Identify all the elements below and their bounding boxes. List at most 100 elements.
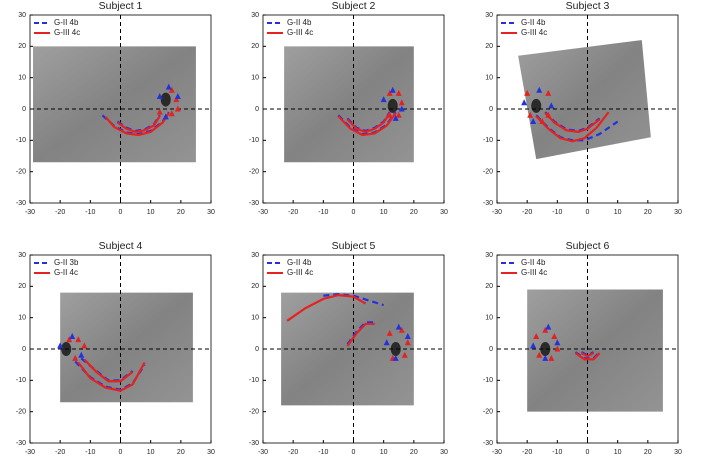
y-tick-label: -30 — [16, 200, 26, 207]
y-tick-label: 10 — [485, 75, 493, 82]
triangle-marker — [545, 111, 552, 118]
y-tick-label: 0 — [255, 346, 259, 353]
triangle-marker — [548, 354, 555, 361]
triangle-marker — [383, 339, 390, 346]
x-tick-label: -10 — [85, 209, 95, 216]
x-tick-label: 30 — [440, 449, 448, 456]
subplot: -30 -20 -10 0 10 20 30 -30 -20 -10 0 10 20 30 Subject … — [249, 240, 448, 456]
triangle-marker — [389, 86, 396, 93]
triangle-marker — [401, 351, 408, 358]
x-tick-label: -20 — [55, 209, 65, 216]
triangle-marker — [521, 99, 528, 106]
y-tick-label: -20 — [16, 169, 26, 176]
x-tick-label: -30 — [258, 209, 268, 216]
triangle-marker — [386, 329, 393, 336]
triangle-marker — [392, 114, 399, 121]
triangle-marker — [539, 118, 546, 125]
triangle-marker — [536, 351, 543, 358]
x-tick-label: -20 — [55, 449, 65, 456]
triangle-marker — [398, 99, 405, 106]
x-tick-label: 0 — [119, 209, 123, 216]
triangle-marker — [81, 342, 88, 349]
subplot: -30 -20 -10 0 10 20 30 -30 -20 -10 0 10 20 30 Subject … — [249, 0, 448, 216]
triangle-marker — [66, 336, 73, 343]
y-tick-label: 0 — [255, 106, 259, 113]
y-tick-label: 30 — [251, 12, 259, 19]
retina-image — [284, 46, 414, 163]
x-tick-label: 20 — [410, 209, 418, 216]
y-tick-label: -20 — [483, 409, 493, 416]
y-tick-label: 30 — [18, 12, 26, 19]
series-line — [535, 111, 610, 143]
x-tick-label: -20 — [288, 209, 298, 216]
legend-label: G-III 4c — [287, 28, 313, 37]
triangle-marker — [398, 105, 405, 112]
triangle-marker — [72, 354, 79, 361]
x-tick-label: -10 — [318, 449, 328, 456]
series-line — [104, 112, 170, 137]
triangle-marker — [524, 89, 531, 96]
x-tick-label: 10 — [380, 209, 388, 216]
x-tick-label: 30 — [207, 449, 215, 456]
y-tick-label: 30 — [485, 12, 493, 19]
y-tick-label: 20 — [251, 283, 259, 290]
triangle-marker — [545, 89, 552, 96]
x-tick-label: 30 — [440, 209, 448, 216]
legend-label: G-II 4b — [54, 18, 79, 27]
x-tick-label: 20 — [177, 209, 185, 216]
triangle-marker — [404, 339, 411, 346]
x-tick-label: 20 — [644, 209, 652, 216]
y-tick-label: 10 — [485, 315, 493, 322]
triangle-marker — [554, 345, 561, 352]
y-tick-label: -30 — [483, 440, 493, 447]
triangle-marker — [530, 118, 537, 125]
series-line — [77, 358, 146, 392]
legend-label: G-II 4c — [54, 268, 78, 277]
triangle-marker — [404, 332, 411, 339]
y-tick-label: -20 — [249, 409, 259, 416]
triangle-marker — [69, 332, 76, 339]
x-tick-label: 30 — [674, 449, 682, 456]
triangle-marker — [395, 323, 402, 330]
y-tick-label: -20 — [483, 169, 493, 176]
triangle-marker — [548, 102, 555, 109]
y-tick-label: 20 — [251, 43, 259, 50]
series-line — [286, 293, 375, 347]
y-tick-label: 10 — [18, 315, 26, 322]
legend-label: G-II 4b — [521, 258, 546, 267]
legend-label: G-II 4b — [287, 18, 312, 27]
x-tick-label: -20 — [522, 209, 532, 216]
x-tick-label: -30 — [492, 449, 502, 456]
optic-disc — [387, 98, 398, 113]
y-tick-label: 0 — [22, 106, 26, 113]
x-tick-label: -20 — [288, 449, 298, 456]
x-tick-label: 0 — [119, 449, 123, 456]
y-tick-label: -30 — [483, 200, 493, 207]
triangle-marker — [398, 326, 405, 333]
triangle-marker — [395, 89, 402, 96]
x-tick-label: 30 — [674, 209, 682, 216]
y-tick-label: -30 — [249, 200, 259, 207]
triangle-marker — [78, 351, 85, 358]
x-tick-label: 0 — [586, 209, 590, 216]
triangle-marker — [156, 108, 163, 115]
y-tick-label: 0 — [489, 346, 493, 353]
y-tick-label: -10 — [249, 137, 259, 144]
triangle-marker — [395, 111, 402, 118]
retina-image — [60, 292, 193, 403]
series-line — [574, 352, 601, 361]
x-tick-label: 10 — [614, 209, 622, 216]
x-tick-label: 10 — [614, 449, 622, 456]
triangle-marker — [530, 342, 537, 349]
subplot: -30 -20 -10 0 10 20 30 -30 -20 -10 0 10 20 30 Subject … — [483, 0, 682, 216]
x-tick-label: -10 — [552, 209, 562, 216]
optic-disc — [540, 342, 551, 356]
y-tick-label: 10 — [251, 315, 259, 322]
x-tick-label: 20 — [177, 449, 185, 456]
triangle-marker — [554, 339, 561, 346]
series-line — [337, 112, 397, 137]
x-tick-label: 10 — [380, 449, 388, 456]
legend-label: G-II 4b — [521, 18, 546, 27]
triangle-marker — [173, 96, 180, 103]
x-tick-label: 0 — [586, 449, 590, 456]
